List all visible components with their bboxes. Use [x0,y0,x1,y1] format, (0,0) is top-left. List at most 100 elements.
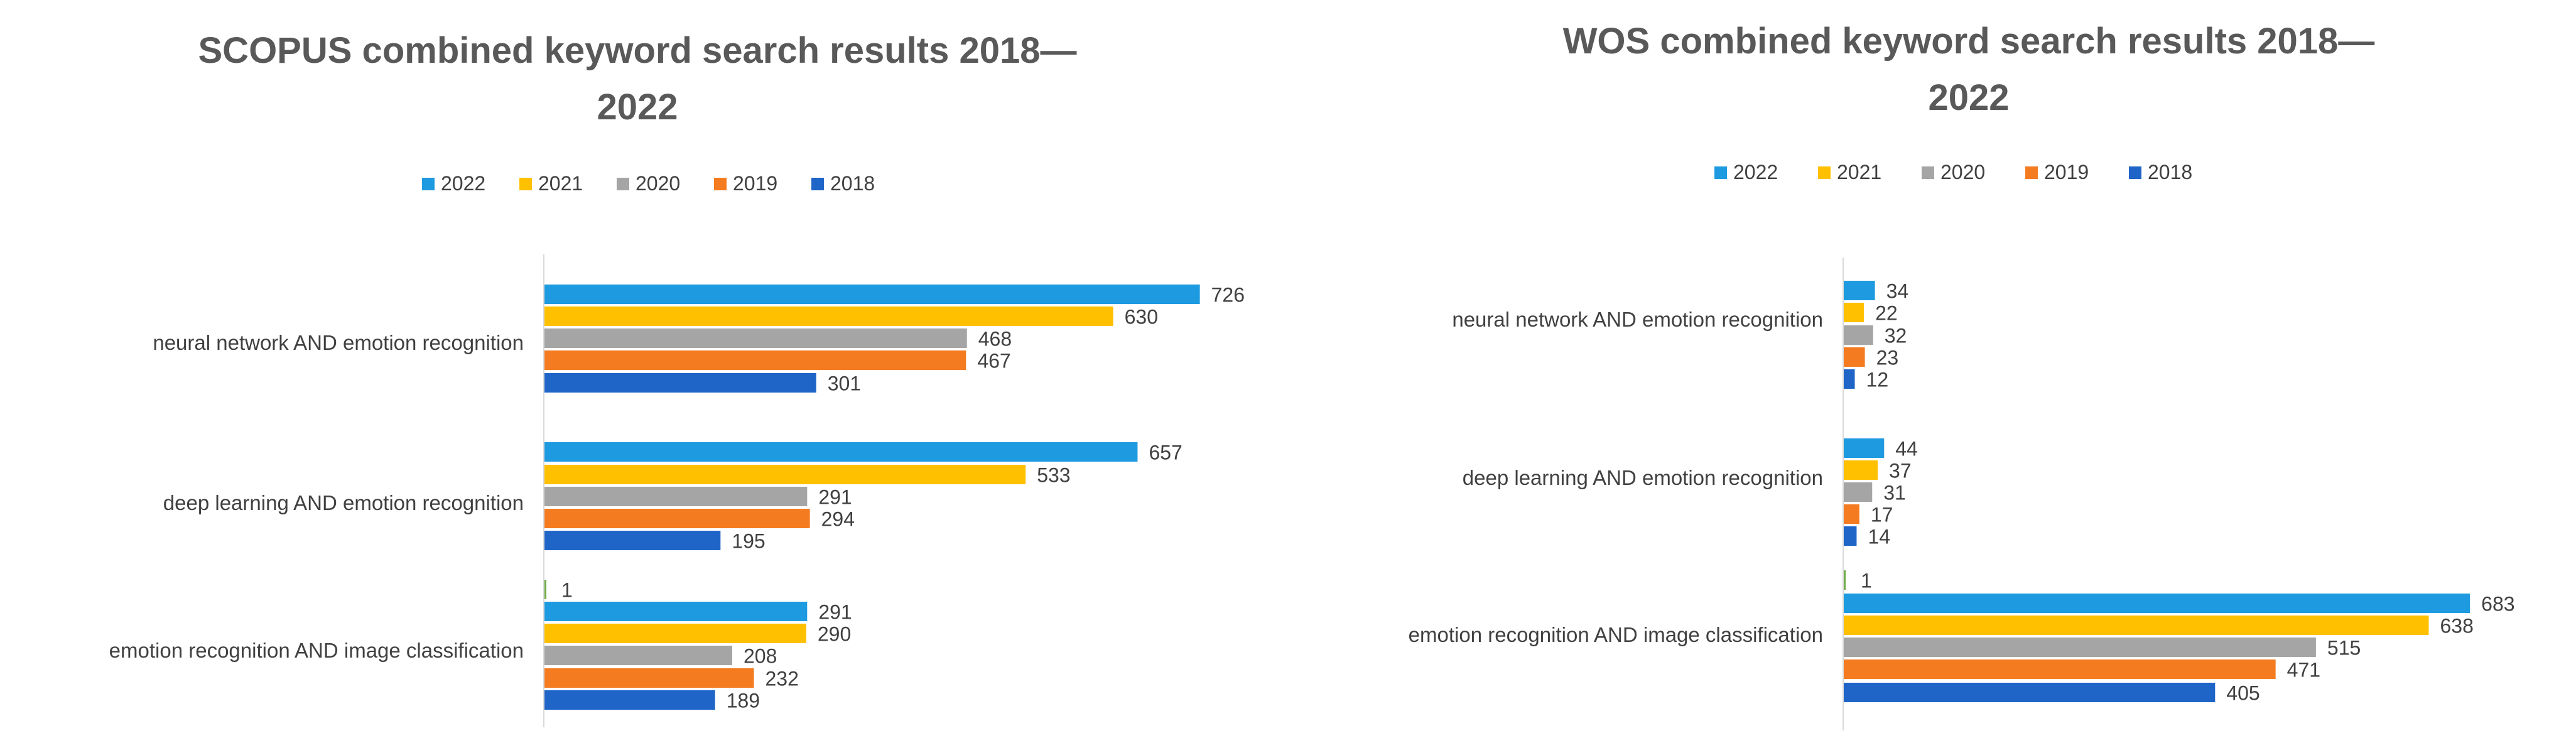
legend-swatch-2021 [519,178,532,190]
wos-chart: WOS combined keyword search results 2018… [1409,21,2515,730]
legend-label-2022: 2022 [441,172,485,195]
bar-2021 [1844,460,1878,480]
wos-legend: 2022 2021 2020 2019 2018 [1714,161,2192,183]
bar-2018 [1844,526,1857,546]
value-label-2021: 533 [1037,464,1070,487]
bar-2020 [544,646,732,665]
bar-2018 [544,690,715,710]
scopus-chart: SCOPUS combined keyword search results 2… [109,30,1245,727]
legend-swatch-2022 [422,178,435,190]
legend-swatch-2019 [714,178,727,190]
bar-2020 [1844,325,1873,345]
bar-2020 [1844,482,1873,502]
bar-2019 [544,668,754,688]
legend-label-2021: 2021 [1837,161,1881,183]
legend-swatch-2020 [1922,166,1934,179]
bar-2018 [544,373,816,393]
legend-label-2020: 2020 [1940,161,1985,183]
value-label-2020: 468 [978,328,1012,350]
value-label-2018: 14 [1868,526,1890,548]
bar-2019 [1844,347,1865,367]
category-label: neural network AND emotion recognition [153,331,524,354]
value-label-2019: 467 [977,350,1010,372]
value-label-extra: 1 [561,579,573,602]
bar-2021 [1844,303,1864,322]
bar-2019 [544,350,966,370]
legend-label-2020: 2020 [636,172,680,195]
bar-2022 [1844,438,1885,458]
value-label-2022: 683 [2481,593,2514,616]
legend-label-2018: 2018 [2148,161,2192,183]
bar-extra [544,580,546,599]
value-label-2022: 657 [1149,442,1182,464]
value-label-2018: 189 [727,690,760,712]
scopus-chart-title: SCOPUS combined keyword search results 2… [198,30,1077,128]
value-label-2022: 34 [1886,280,1909,303]
value-label-2019: 17 [1871,504,1893,526]
bar-2020 [544,487,808,506]
bar-2022 [544,442,1138,462]
value-label-2020: 32 [1885,325,1907,347]
bar-2021 [1844,616,2429,635]
value-label-extra: 1 [1861,570,1872,592]
bar-2020 [544,328,967,348]
bar-2019 [1844,504,1859,524]
bar-2018 [544,531,721,550]
value-label-2019: 232 [766,668,799,690]
value-label-2021: 630 [1125,306,1158,328]
category-label: deep learning AND emotion recognition [1463,466,1823,489]
scopus-chart-panel: SCOPUS combined keyword search results 2… [0,0,1275,738]
bar-2022 [1844,594,2470,613]
bar-2019 [544,509,810,528]
value-label-2018: 12 [1866,369,1889,391]
wos-chart-panel: WOS combined keyword search results 2018… [1275,0,2576,738]
legend-swatch-2019 [2025,166,2038,179]
scopus-legend: 2022 2021 2020 2019 2018 [422,172,875,195]
legend-label-2019: 2019 [733,172,777,195]
value-label-2021: 22 [1875,302,1898,325]
legend-label-2022: 2022 [1733,161,1778,183]
category-label: emotion recognition AND image classifica… [109,639,524,662]
category-label: emotion recognition AND image classifica… [1409,623,1823,646]
value-label-2022: 291 [818,601,852,624]
legend-swatch-2022 [1714,166,1727,179]
value-label-2018: 301 [828,372,861,395]
value-label-2022: 726 [1211,284,1245,307]
legend-label-2019: 2019 [2044,161,2089,183]
legend-swatch-2020 [617,178,629,190]
value-label-2019: 294 [821,508,855,531]
bar-2022 [1844,281,1875,300]
value-label-2018: 405 [2226,682,2259,705]
value-label-2018: 195 [732,530,765,553]
bar-2018 [1844,369,1855,389]
legend-swatch-2021 [1818,166,1831,179]
value-label-2021: 37 [1889,460,1912,482]
legend-label-2018: 2018 [830,172,875,195]
bar-2020 [1844,638,2316,657]
category-label: neural network AND emotion recognition [1452,308,1823,331]
value-label-2019: 23 [1876,347,1899,369]
value-label-2020: 291 [818,486,852,509]
value-label-2020: 208 [744,645,777,668]
bar-2022 [544,285,1200,304]
value-label-2022: 44 [1895,438,1918,460]
category-label: deep learning AND emotion recognition [163,491,524,514]
value-label-2021: 638 [2440,615,2473,638]
bar-extra [1844,570,1846,590]
legend-swatch-2018 [811,178,824,190]
bar-2022 [544,602,808,621]
wos-chart-title: WOS combined keyword search results 2018… [1563,21,2375,118]
value-label-2020: 515 [2327,637,2361,659]
bar-2021 [544,307,1113,326]
legend-swatch-2018 [2129,166,2141,179]
scopus-bars: 7266304684673016575332912941952912902082… [544,284,1245,712]
bar-2018 [1844,683,2216,702]
bar-2019 [1844,659,2276,679]
value-label-2021: 290 [818,623,851,646]
bar-2021 [544,624,806,643]
legend-label-2021: 2021 [538,172,583,195]
value-label-2019: 471 [2287,659,2320,681]
bar-2021 [544,465,1026,484]
value-label-2020: 31 [1883,482,1906,504]
